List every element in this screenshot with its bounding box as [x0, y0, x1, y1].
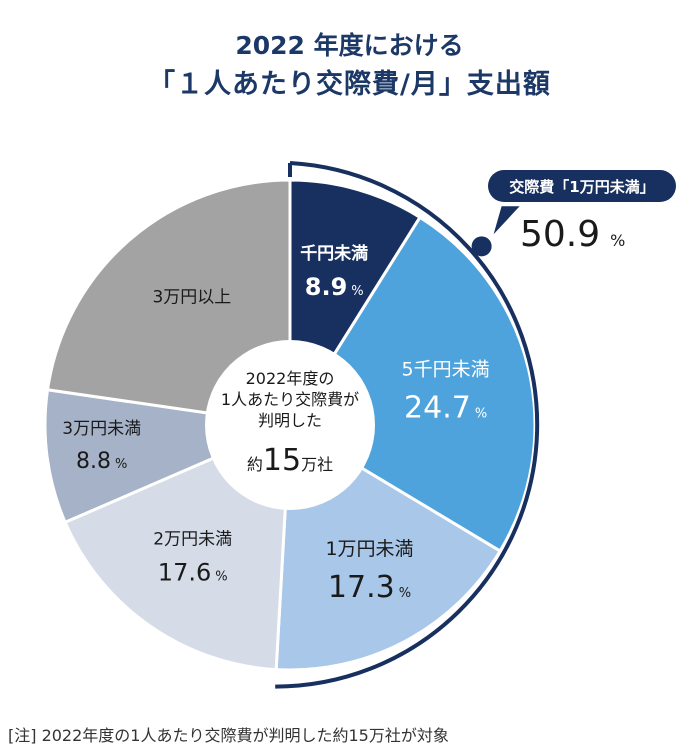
slice-label: 千円未満: [300, 243, 368, 264]
callout-value: 50.9%: [520, 214, 625, 255]
center-count-prefix: 約: [247, 455, 263, 474]
callout-pointer: [493, 206, 520, 235]
pie-slice: [287, 215, 537, 554]
slice-value: 24.7%: [404, 391, 487, 426]
slice-value: 17.6%: [158, 558, 228, 586]
center-count-suffix: 万社: [301, 455, 333, 474]
slice-label: 2万円未満: [153, 529, 232, 549]
slice-label: 3万円未満: [62, 419, 141, 439]
footnote: [注] 2022年度の1人あたり交際費が判明した約15万社が対象: [8, 726, 449, 745]
donut-hole: [205, 340, 375, 510]
center-text-line2: 1人あたり交際費が: [221, 390, 359, 409]
center-text-line1: 2022年度の: [246, 369, 335, 388]
callout-bracket-arc: [275, 161, 540, 689]
slice-label: 5千円未満: [402, 359, 490, 381]
slice-value: 17.3%: [328, 570, 411, 605]
callout-badge: [488, 170, 676, 202]
center-text-line3: 判明した: [258, 411, 322, 430]
center-count-number: 15: [263, 443, 301, 478]
slice-label: 3万円以上: [152, 288, 231, 308]
callout-dot: [471, 236, 492, 257]
slice-labels: 千円未満 8.9 % 5千円未満 24.7 % 1万円未満 17.3 % 2万円未満 17.6 % 3万…: [62, 243, 489, 605]
pie-slice: [45, 178, 292, 427]
slice-value: 8.9%: [305, 273, 364, 301]
slice-value: 8.8%: [76, 449, 127, 474]
callout-badge-label: 交際費「1万円未満」: [509, 178, 654, 196]
callout-value-unit: %: [610, 231, 625, 250]
callout-value-number: 50.9: [520, 214, 600, 255]
chart-title-line2: 「１人あたり交際費/月」支出額: [148, 69, 551, 100]
center-count: 約15万社: [247, 443, 333, 478]
chart-title-line1: 2022 年度における: [235, 31, 464, 60]
slice-label: 1万円未満: [325, 538, 413, 560]
